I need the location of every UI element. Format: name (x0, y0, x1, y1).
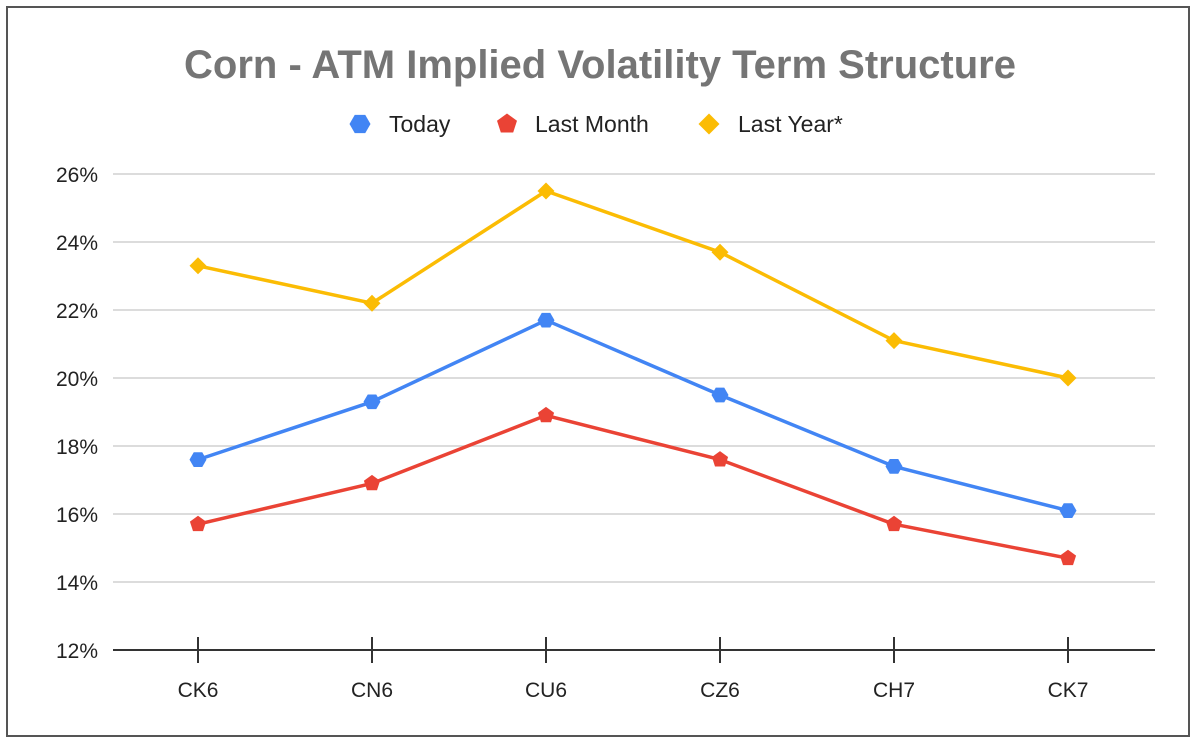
data-point (711, 451, 729, 467)
series-today (189, 312, 1077, 518)
y-tick-label: 26% (56, 164, 98, 187)
x-tick-label: CU6 (525, 679, 567, 702)
series-line (197, 413, 1069, 560)
x-axis: CK6 CN6 CU6 CZ6 CH7 CK7 (113, 637, 1155, 702)
data-point (537, 182, 555, 200)
legend-label: Today (389, 111, 451, 137)
legend-label: Last Year* (738, 111, 843, 137)
legend-label: Last Month (535, 111, 649, 137)
y-tick-label: 24% (56, 232, 98, 255)
legend: Today Last Month Last Year* (349, 111, 843, 137)
data-point (1059, 549, 1077, 566)
data-point (711, 243, 729, 261)
gridlines (113, 173, 1155, 583)
y-tick-label: 20% (56, 368, 98, 391)
x-tick-label: CH7 (873, 679, 915, 702)
series-line (197, 189, 1069, 380)
data-point (1059, 369, 1077, 387)
data-point (885, 459, 903, 474)
data-point (189, 257, 207, 275)
data-point (711, 387, 729, 403)
x-tick-label: CZ6 (700, 679, 740, 702)
data-point (363, 394, 381, 410)
chart-title: Corn - ATM Implied Volatility Term Struc… (184, 43, 1016, 87)
x-tick-label: CK7 (1048, 679, 1089, 702)
y-tick-label: 22% (56, 300, 98, 323)
chart-frame (6, 6, 1190, 737)
data-point (363, 474, 381, 491)
legend-item: Last Month (497, 111, 649, 137)
y-tick-label: 14% (56, 572, 98, 595)
y-tick-label: 18% (56, 436, 98, 459)
data-point (189, 515, 207, 532)
data-point (885, 332, 903, 350)
y-tick-label: 12% (56, 640, 98, 663)
x-tick-label: CN6 (351, 679, 393, 702)
legend-marker (698, 113, 720, 135)
series-last-year (189, 182, 1077, 387)
legend-item: Today (349, 111, 451, 137)
data-point (363, 294, 381, 312)
x-tick-label: CK6 (178, 679, 219, 702)
data-point (189, 452, 207, 467)
series-last-month (189, 406, 1077, 566)
series-line (197, 318, 1069, 513)
data-point (537, 406, 555, 423)
y-axis-ticks: 12% 14% 16% 18% 20% 22% 24% 26% (56, 164, 98, 663)
legend-marker (349, 114, 371, 134)
legend-marker (497, 113, 517, 133)
data-point (1059, 503, 1077, 518)
data-point (885, 515, 903, 532)
series-group (189, 182, 1077, 566)
legend-item: Last Year* (698, 111, 843, 137)
y-tick-label: 16% (56, 504, 98, 527)
data-point (537, 312, 555, 328)
